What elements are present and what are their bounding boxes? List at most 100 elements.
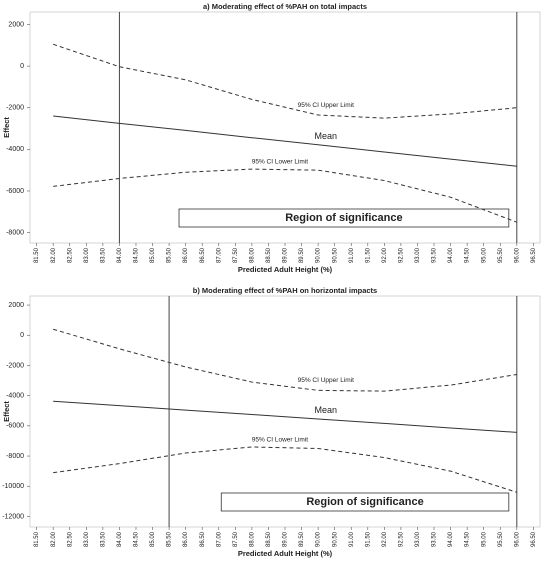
y-tick-label: -10000 bbox=[2, 483, 24, 490]
x-tick-label: 96.00 bbox=[514, 247, 520, 263]
x-tick-label: 94.00 bbox=[448, 247, 454, 263]
x-tick-label: 94.50 bbox=[465, 531, 471, 547]
y-tick-label: -2000 bbox=[6, 362, 24, 369]
x-tick-label: 87.00 bbox=[216, 531, 222, 547]
x-tick-label: 84.00 bbox=[117, 531, 123, 547]
x-tick-label: 89.00 bbox=[283, 531, 289, 547]
x-tick-label: 96.50 bbox=[531, 247, 537, 263]
x-tick-label: 84.50 bbox=[134, 531, 140, 547]
y-axis-label: Effect bbox=[2, 401, 11, 422]
plot-area bbox=[29, 11, 541, 244]
chart-title: b) Moderating effect of %PAH on horizont… bbox=[193, 286, 377, 295]
x-tick-label: 90.00 bbox=[316, 247, 322, 263]
x-tick-label: 88.50 bbox=[266, 247, 272, 263]
x-axis-label: Predicted Adult Height (%) bbox=[238, 549, 333, 558]
x-tick-label: 91.50 bbox=[365, 531, 371, 547]
x-tick-label: 87.50 bbox=[233, 531, 239, 547]
chart-title: a) Moderating effect of %PAH on total im… bbox=[203, 2, 367, 11]
x-tick-label: 90.50 bbox=[332, 531, 338, 547]
y-tick-label: -2000 bbox=[6, 105, 24, 112]
x-tick-label: 94.50 bbox=[465, 247, 471, 263]
y-tick-label: -4000 bbox=[6, 146, 24, 153]
y-tick-label: 2000 bbox=[8, 21, 24, 28]
x-tick-label: 86.00 bbox=[183, 531, 189, 547]
x-tick-label: 82.50 bbox=[67, 531, 73, 547]
x-tick-label: 82.00 bbox=[51, 531, 57, 547]
region-label: Region of significance bbox=[306, 496, 423, 508]
x-tick-label: 88.50 bbox=[266, 531, 272, 547]
y-tick-label: 0 bbox=[20, 63, 24, 70]
x-tick-label: 89.50 bbox=[299, 531, 305, 547]
x-tick-label: 88.00 bbox=[249, 247, 255, 263]
x-tick-label: 96.50 bbox=[531, 531, 537, 547]
series-label: 95% CI Upper Limit bbox=[298, 102, 355, 109]
x-tick-label: 87.50 bbox=[233, 247, 239, 263]
x-tick-label: 85.00 bbox=[150, 247, 156, 263]
x-tick-label: 90.50 bbox=[332, 247, 338, 263]
series-label: Mean bbox=[315, 405, 338, 415]
x-tick-label: 84.00 bbox=[117, 247, 123, 263]
x-tick-label: 92.50 bbox=[398, 247, 404, 263]
x-tick-label: 81.50 bbox=[34, 531, 40, 547]
x-axis-label: Predicted Adult Height (%) bbox=[238, 265, 333, 274]
y-tick-label: 2000 bbox=[8, 302, 24, 309]
series-line bbox=[53, 400, 517, 433]
x-tick-label: 84.50 bbox=[134, 247, 140, 263]
x-tick-label: 88.00 bbox=[249, 531, 255, 547]
x-tick-label: 83.50 bbox=[100, 531, 106, 547]
x-tick-label: 85.50 bbox=[167, 247, 173, 263]
series-label: 95% CI Lower Limit bbox=[252, 158, 309, 165]
x-tick-label: 83.00 bbox=[84, 531, 90, 547]
x-tick-label: 83.50 bbox=[100, 247, 106, 263]
x-tick-label: 82.50 bbox=[67, 247, 73, 263]
x-tick-label: 91.00 bbox=[349, 247, 355, 263]
x-tick-label: 92.00 bbox=[382, 531, 388, 547]
series-line bbox=[53, 115, 517, 167]
x-tick-label: 90.00 bbox=[316, 531, 322, 547]
x-tick-label: 95.50 bbox=[498, 531, 504, 547]
y-tick-label: 0 bbox=[20, 332, 24, 339]
x-tick-label: 87.00 bbox=[216, 247, 222, 263]
y-tick-label: -4000 bbox=[6, 392, 24, 399]
region-box bbox=[178, 208, 510, 228]
x-tick-label: 89.50 bbox=[299, 247, 305, 263]
x-tick-label: 89.00 bbox=[283, 247, 289, 263]
region-box bbox=[220, 492, 510, 512]
x-tick-label: 93.50 bbox=[432, 247, 438, 263]
x-tick-label: 92.50 bbox=[398, 531, 404, 547]
series-line bbox=[53, 328, 517, 392]
x-tick-label: 86.50 bbox=[200, 531, 206, 547]
x-tick-label: 91.00 bbox=[349, 531, 355, 547]
y-tick-label: -8000 bbox=[6, 453, 24, 460]
x-tick-label: 95.00 bbox=[481, 531, 487, 547]
x-tick-label: 93.50 bbox=[432, 531, 438, 547]
x-tick-label: 85.50 bbox=[167, 531, 173, 547]
series-line bbox=[53, 43, 517, 119]
region-label: Region of significance bbox=[285, 212, 402, 224]
series-label: 95% CI Lower Limit bbox=[252, 436, 309, 443]
y-tick-label: -6000 bbox=[6, 423, 24, 430]
y-tick-label: -8000 bbox=[6, 229, 24, 236]
series-label: Mean bbox=[315, 131, 338, 141]
series-line bbox=[53, 168, 517, 223]
x-tick-label: 82.00 bbox=[51, 247, 57, 263]
x-tick-label: 93.00 bbox=[415, 531, 421, 547]
x-tick-label: 94.00 bbox=[448, 531, 454, 547]
x-tick-label: 86.00 bbox=[183, 247, 189, 263]
y-tick-label: -12000 bbox=[2, 513, 24, 520]
x-tick-label: 86.50 bbox=[200, 247, 206, 263]
x-tick-label: 81.50 bbox=[34, 247, 40, 263]
y-axis-label: Effect bbox=[2, 117, 11, 138]
x-tick-label: 83.00 bbox=[84, 247, 90, 263]
x-tick-label: 85.00 bbox=[150, 531, 156, 547]
series-line bbox=[53, 446, 517, 493]
y-tick-label: -6000 bbox=[6, 188, 24, 195]
x-tick-label: 92.00 bbox=[382, 247, 388, 263]
series-label: 95% CI Upper Limit bbox=[298, 377, 355, 384]
x-tick-label: 95.50 bbox=[498, 247, 504, 263]
plot-area bbox=[29, 295, 541, 528]
x-tick-label: 91.50 bbox=[365, 247, 371, 263]
x-tick-label: 96.00 bbox=[514, 531, 520, 547]
